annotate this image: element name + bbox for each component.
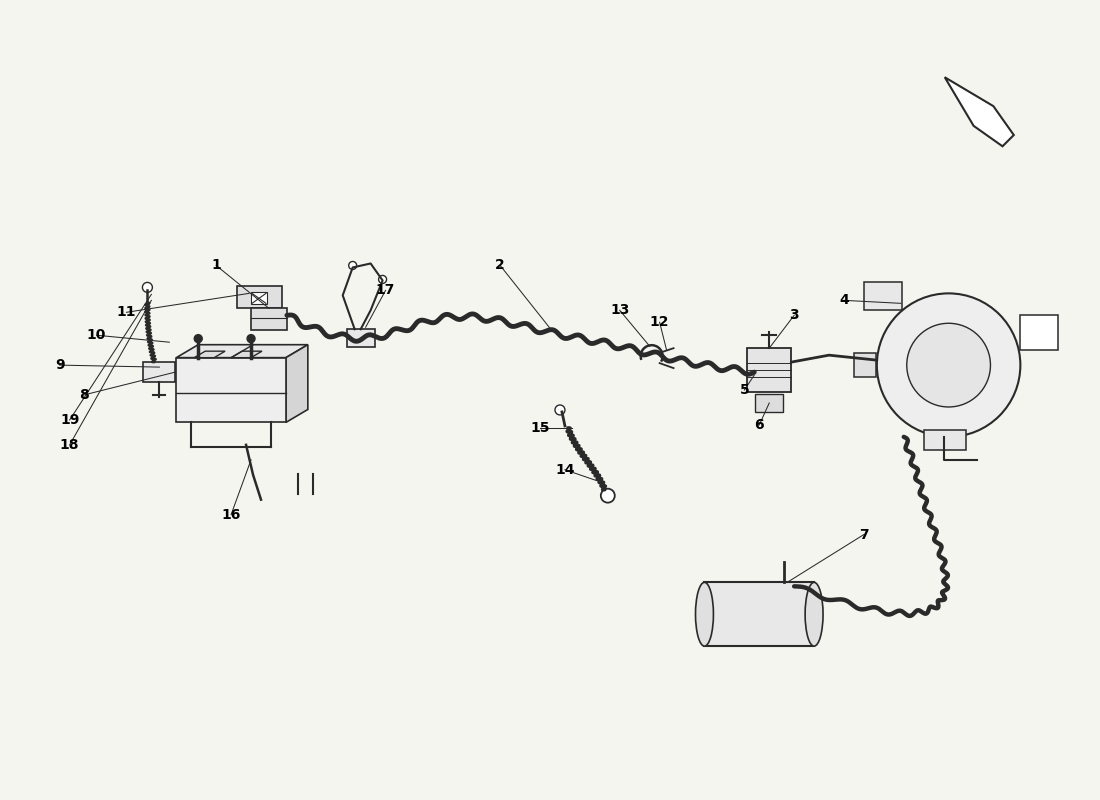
Bar xyxy=(251,292,267,304)
Circle shape xyxy=(195,334,202,342)
Text: 11: 11 xyxy=(117,306,136,319)
Bar xyxy=(924,430,966,450)
Text: 1: 1 xyxy=(211,258,221,273)
Bar xyxy=(346,330,375,347)
Text: 16: 16 xyxy=(221,508,241,522)
Bar xyxy=(704,582,814,646)
Ellipse shape xyxy=(695,582,714,646)
Polygon shape xyxy=(286,345,308,422)
Text: 5: 5 xyxy=(739,383,749,397)
Text: 17: 17 xyxy=(376,283,395,298)
Text: 18: 18 xyxy=(59,438,79,452)
Text: 8: 8 xyxy=(79,388,88,402)
Polygon shape xyxy=(231,351,262,358)
Bar xyxy=(854,353,876,377)
Text: 12: 12 xyxy=(650,315,670,330)
Circle shape xyxy=(349,262,356,270)
Bar xyxy=(143,362,175,382)
Text: 3: 3 xyxy=(790,308,799,322)
Bar xyxy=(864,282,902,310)
Circle shape xyxy=(248,334,255,342)
Text: 9: 9 xyxy=(55,358,65,372)
Polygon shape xyxy=(176,345,308,358)
Text: 15: 15 xyxy=(530,421,550,435)
Bar xyxy=(747,348,791,392)
Ellipse shape xyxy=(805,582,823,646)
Bar xyxy=(238,286,282,308)
Bar xyxy=(1021,315,1058,350)
Circle shape xyxy=(601,489,615,502)
Polygon shape xyxy=(195,351,226,358)
Bar xyxy=(756,394,783,412)
Polygon shape xyxy=(176,358,286,422)
Circle shape xyxy=(142,282,153,292)
Text: 2: 2 xyxy=(495,258,505,273)
Circle shape xyxy=(877,294,1021,437)
Text: 19: 19 xyxy=(60,413,79,427)
Circle shape xyxy=(556,405,565,415)
Circle shape xyxy=(378,275,386,283)
Text: 10: 10 xyxy=(87,328,107,342)
Text: 14: 14 xyxy=(556,462,574,477)
Bar xyxy=(251,308,287,330)
Text: 6: 6 xyxy=(755,418,764,432)
Text: 13: 13 xyxy=(610,303,629,318)
Text: 4: 4 xyxy=(839,294,849,307)
Polygon shape xyxy=(945,78,1014,146)
Text: 7: 7 xyxy=(859,527,869,542)
Circle shape xyxy=(906,323,990,407)
